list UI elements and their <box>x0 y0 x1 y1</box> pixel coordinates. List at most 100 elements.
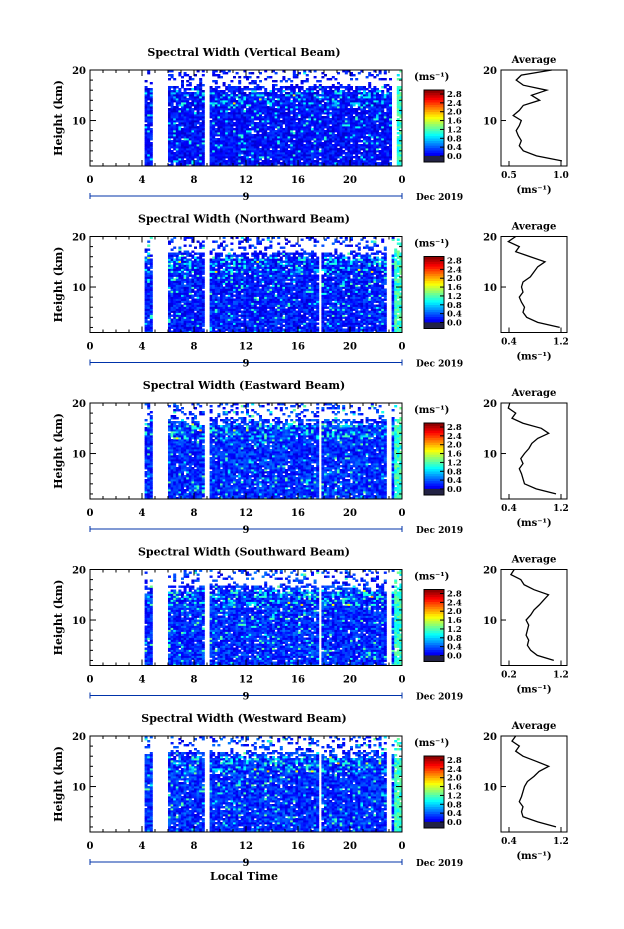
heatmap-cell <box>357 112 361 115</box>
heatmap-cell <box>238 128 242 131</box>
heatmap-cell <box>201 310 205 313</box>
heatmap-cell <box>147 128 151 131</box>
heatmap-cell <box>357 124 361 127</box>
heatmap-cell <box>334 112 338 115</box>
heatmap-cell <box>230 156 234 159</box>
heatmap-cell <box>290 128 294 131</box>
heatmap-cell <box>170 94 174 97</box>
heatmap-cell <box>214 128 218 131</box>
heatmap-cell <box>290 152 294 155</box>
heatmap-cell <box>386 146 390 149</box>
heatmap-cell <box>316 100 320 103</box>
heatmap-cell <box>222 114 226 117</box>
heatmap-cell <box>246 274 249 277</box>
heatmap-cell <box>269 104 273 107</box>
heatmap-cell <box>378 154 382 157</box>
heatmap-cell <box>220 140 223 143</box>
heatmap-cell <box>292 92 296 95</box>
heatmap-cell <box>227 328 231 331</box>
heatmap-cell <box>300 138 304 141</box>
heatmap-cell <box>303 120 307 123</box>
heatmap-cell <box>331 136 335 139</box>
heatmap-cell <box>266 100 270 103</box>
heatmap-cell <box>243 320 247 323</box>
heatmap-cell <box>337 128 340 131</box>
heatmap-cell <box>350 160 353 163</box>
colorbar-tick-label: 1.2 <box>447 125 462 135</box>
heatmap-cell <box>217 284 221 287</box>
heatmap-cell <box>147 284 151 287</box>
heatmap-cell <box>230 320 234 323</box>
heatmap-cell <box>188 146 192 149</box>
heatmap-cell <box>214 286 218 289</box>
heatmap-cell <box>272 156 275 159</box>
heatmap-cell <box>191 282 195 285</box>
heatmap-cell <box>321 132 325 135</box>
heatmap-cell <box>220 134 223 137</box>
heatmap-cell <box>238 140 242 143</box>
heatmap-cell <box>181 152 184 155</box>
heatmap-cell <box>264 130 268 133</box>
heatmap-cell <box>191 260 195 263</box>
heatmap-cell <box>188 254 192 257</box>
heatmap-cell <box>225 142 229 145</box>
heatmap-cell <box>186 104 190 107</box>
heatmap-cell <box>214 70 218 73</box>
heatmap-cell <box>292 94 296 97</box>
heatmap-cell <box>212 262 216 265</box>
heatmap-cell <box>248 96 252 99</box>
colorbar: 0.00.40.81.21.62.02.42.8(ms⁻¹) <box>414 72 462 163</box>
heatmap-cell <box>170 74 174 77</box>
heatmap-cell <box>339 124 343 127</box>
heatmap-cell <box>194 314 197 317</box>
heatmap-cell <box>227 304 231 307</box>
heatmap-cell <box>183 288 187 291</box>
heatmap-cell <box>274 94 278 97</box>
heatmap-cell <box>149 90 153 93</box>
heatmap-cell <box>326 122 330 125</box>
heatmap-cell <box>396 140 400 143</box>
heatmap-cell <box>305 88 309 91</box>
heatmap-cell <box>147 294 151 297</box>
heatmap-cell <box>279 150 283 153</box>
heatmap-cell <box>209 136 213 139</box>
heatmap-cell <box>389 150 392 153</box>
heatmap-cell <box>251 158 255 161</box>
heatmap-cell <box>230 268 234 271</box>
heatmap-cell <box>342 104 346 107</box>
heatmap-cell <box>199 156 203 159</box>
heatmap-cell <box>360 158 364 161</box>
heatmap-cell <box>225 270 229 273</box>
heatmap-cell <box>222 268 226 271</box>
heatmap-cell <box>386 158 390 161</box>
heatmap-cell <box>376 108 379 111</box>
heatmap-cell <box>298 90 301 93</box>
heatmap-cell <box>227 118 231 121</box>
heatmap-cell <box>389 164 392 167</box>
heatmap-cell <box>360 154 364 157</box>
heatmap-cell <box>217 306 221 309</box>
heatmap-cell <box>147 132 151 135</box>
heatmap-cell <box>144 86 148 89</box>
heatmap-cell <box>357 160 361 163</box>
heatmap-cell <box>209 258 213 261</box>
heatmap-cell <box>199 290 203 293</box>
heatmap-cell <box>217 286 221 289</box>
heatmap-cell <box>370 100 374 103</box>
heatmap-cell <box>235 268 239 271</box>
heatmap-cell <box>196 144 200 147</box>
panel-title: Spectral Width (Northward Beam) <box>138 213 350 226</box>
heatmap-cell <box>186 300 190 303</box>
heatmap-cell <box>277 96 281 99</box>
heatmap-cell <box>183 312 187 315</box>
heatmap-cell <box>186 280 190 283</box>
heatmap-cell <box>227 150 231 153</box>
heatmap-cell <box>316 148 320 151</box>
heatmap-cell <box>279 126 283 129</box>
heatmap-cell <box>220 136 223 139</box>
heatmap-cell <box>196 140 200 143</box>
heatmap-cell <box>360 102 364 105</box>
heatmap-cell <box>217 120 221 123</box>
heatmap-cell <box>381 86 385 89</box>
heatmap-cell <box>329 130 333 133</box>
